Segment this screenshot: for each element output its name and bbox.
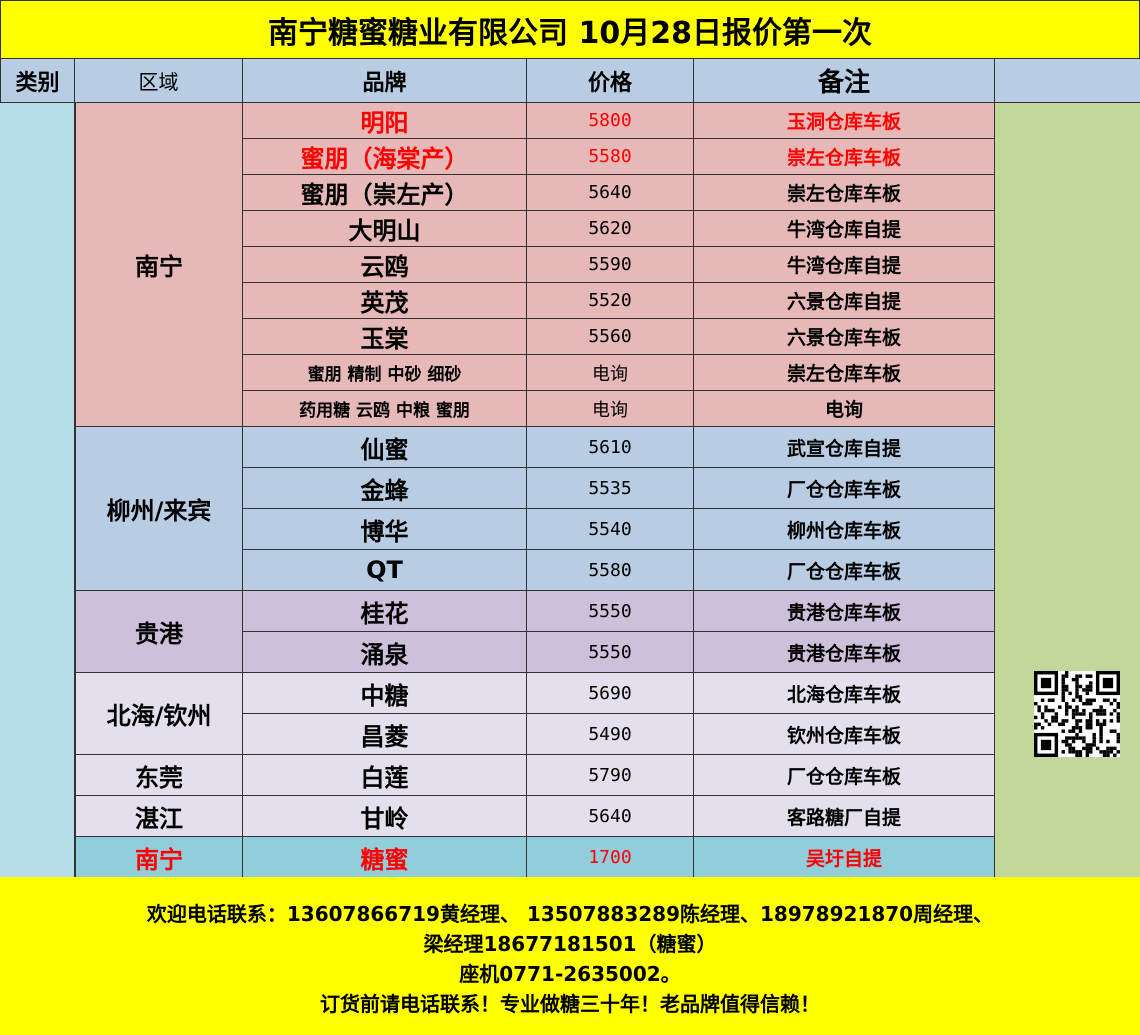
note-cell: 北海仓库车板	[694, 673, 995, 714]
region-cell: 东莞	[75, 755, 243, 796]
brand-cell: 明阳	[243, 103, 527, 139]
price-cell: 电询	[527, 391, 694, 427]
brand-cell: 桂花	[243, 591, 527, 632]
note-cell: 贵港仓库车板	[694, 632, 995, 673]
note-cell: 厂仓仓库车板	[694, 550, 995, 591]
note-cell: 厂仓仓库车板	[694, 755, 995, 796]
brand-cell: 金蜂	[243, 468, 527, 509]
price-cell: 5520	[527, 283, 694, 319]
note-cell: 吴圩自提	[694, 837, 995, 878]
footer-line: 订货前请电话联系！专业做糖三十年！老品牌值得信赖！	[320, 992, 820, 1016]
brand-cell: 甘岭	[243, 796, 527, 837]
price-cell: 5550	[527, 632, 694, 673]
note-cell: 崇左仓库车板	[694, 139, 995, 175]
price-cell: 5540	[527, 509, 694, 550]
price-cell: 5490	[527, 714, 694, 755]
note-cell: 崇左仓库车板	[694, 175, 995, 211]
region-cell: 湛江	[75, 796, 243, 837]
price-cell: 5790	[527, 755, 694, 796]
category-column	[0, 103, 75, 877]
brand-cell: 云鸥	[243, 247, 527, 283]
price-cell: 5640	[527, 796, 694, 837]
note-cell: 客路糖厂自提	[694, 796, 995, 837]
header-blank	[995, 59, 1140, 103]
right-panel	[995, 103, 1140, 877]
price-cell: 电询	[527, 355, 694, 391]
price-cell: 5580	[527, 550, 694, 591]
note-cell: 柳州仓库车板	[694, 509, 995, 550]
price-cell: 5560	[527, 319, 694, 355]
price-cell: 5580	[527, 139, 694, 175]
note-cell: 六景仓库车板	[694, 319, 995, 355]
note-cell: 崇左仓库车板	[694, 355, 995, 391]
brand-cell: 蜜朋 精制 中砂 细砂	[243, 355, 527, 391]
brand-cell: 中糖	[243, 673, 527, 714]
brand-cell: 玉棠	[243, 319, 527, 355]
brand-cell: 白莲	[243, 755, 527, 796]
price-cell: 5800	[527, 103, 694, 139]
note-cell: 玉洞仓库车板	[694, 103, 995, 139]
note-cell: 贵港仓库车板	[694, 591, 995, 632]
price-cell: 1700	[527, 837, 694, 878]
region-cell: 贵港	[75, 591, 243, 673]
note-cell: 厂仓仓库车板	[694, 468, 995, 509]
note-cell: 武宣仓库自提	[694, 427, 995, 468]
region-cell: 柳州/来宾	[75, 427, 243, 591]
brand-cell: 昌菱	[243, 714, 527, 755]
brand-cell: 英茂	[243, 283, 527, 319]
footer-line: 座机0771-2635002。	[459, 962, 681, 986]
footer-line: 欢迎电话联系：13607866719黄经理、 13507883289陈经理、18…	[146, 902, 994, 926]
brand-cell: 糖蜜	[243, 837, 527, 878]
region-cell: 南宁	[75, 837, 243, 878]
contact-footer: 欢迎电话联系：13607866719黄经理、 13507883289陈经理、18…	[0, 877, 1140, 1035]
header-note: 备注	[694, 59, 995, 103]
price-cell: 5620	[527, 211, 694, 247]
brand-cell: 药用糖 云鸥 中粮 蜜朋	[243, 391, 527, 427]
header-category: 类别	[0, 59, 75, 103]
brand-cell: 大明山	[243, 211, 527, 247]
price-cell: 5640	[527, 175, 694, 211]
note-cell: 钦州仓库车板	[694, 714, 995, 755]
brand-cell: 蜜朋（崇左产）	[243, 175, 527, 211]
price-cell: 5535	[527, 468, 694, 509]
note-cell: 六景仓库自提	[694, 283, 995, 319]
note-cell: 电询	[694, 391, 995, 427]
qr-code-icon	[1034, 671, 1120, 757]
brand-cell: QT	[243, 550, 527, 591]
header-region: 区域	[75, 59, 243, 103]
header-price: 价格	[527, 59, 694, 103]
page-title: 南宁糖蜜糖业有限公司 10月28日报价第一次	[0, 0, 1140, 59]
price-cell: 5690	[527, 673, 694, 714]
footer-line: 梁经理18677181501（糖蜜）	[423, 932, 717, 956]
brand-cell: 仙蜜	[243, 427, 527, 468]
price-cell: 5610	[527, 427, 694, 468]
price-cell: 5550	[527, 591, 694, 632]
note-cell: 牛湾仓库自提	[694, 211, 995, 247]
region-cell: 北海/钦州	[75, 673, 243, 755]
brand-cell: 蜜朋（海棠产）	[243, 139, 527, 175]
note-cell: 牛湾仓库自提	[694, 247, 995, 283]
header-brand: 品牌	[243, 59, 527, 103]
brand-cell: 博华	[243, 509, 527, 550]
region-cell: 南宁	[75, 103, 243, 427]
price-cell: 5590	[527, 247, 694, 283]
brand-cell: 涌泉	[243, 632, 527, 673]
